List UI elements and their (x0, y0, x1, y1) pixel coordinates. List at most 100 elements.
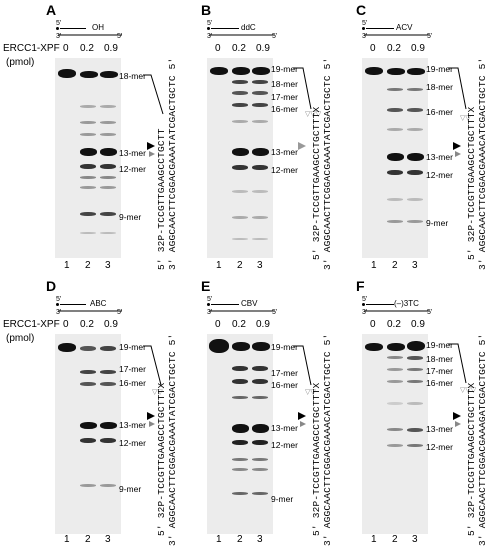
cleavage-arrows-icon: ▽▽▽ (460, 387, 477, 394)
compound-label: CBV (241, 299, 258, 308)
strand-5-label: 5' (272, 309, 278, 316)
compound-label: (–)3TC (394, 299, 419, 308)
marker-label: 16-mer (271, 104, 298, 114)
conc-lane3: 0.9 (411, 43, 425, 54)
lane-number-1: 1 (216, 534, 222, 545)
bracket-line (448, 67, 467, 110)
gel-image (362, 58, 428, 258)
compound-label: ABC (90, 299, 107, 308)
strand-5-label: 5' (207, 20, 213, 27)
marker-label: 9-mer (426, 218, 449, 228)
strand-3-label: 3' (207, 309, 213, 316)
marker-label: 17-mer (271, 92, 298, 102)
marker-label: 16-mer (119, 378, 146, 388)
gel-image (55, 334, 121, 534)
gel-image (207, 58, 273, 258)
lane-number-2: 2 (237, 260, 243, 271)
marker-label: 12-mer (271, 165, 298, 175)
cleavage-arrow-icon (298, 142, 306, 150)
panel-letter: A (46, 2, 57, 18)
bracket-line (143, 345, 162, 386)
strand-5-label: 5' (362, 296, 368, 303)
lane-number-1: 1 (371, 534, 377, 545)
marker-label: 17-mer (426, 366, 453, 376)
cleavage-arrow-icon (453, 412, 461, 420)
enzyme-label: ERCC1-XPF (3, 43, 60, 54)
conc-lane1: 0 (215, 319, 221, 330)
strand-3-label: 3' (56, 33, 62, 40)
cleavage-arrow-icon (147, 142, 155, 150)
panel-b: B 5' 5' 3' ddC 0 0.2 0.9 19-mer 18-mer 1… (155, 0, 333, 272)
cleavage-arrows-icon: ▽▽ (460, 115, 471, 122)
strand-5-label: 5' (117, 309, 123, 316)
enzyme-label: ERCC1-XPF (3, 319, 60, 330)
panel-letter: C (356, 2, 367, 18)
conc-lane1: 0 (215, 43, 221, 54)
top-strand-sequence: 5' 32P-TCCGTTGAAGCCTGCTTTX (466, 106, 477, 260)
bottom-strand-sequence: 3' AGGCAACTTCGGACGAAACATCGACTGCTC 5' (477, 57, 487, 270)
panel-e: E 5' 5' 3' CBV 0 0.2 0.9 19-mer 17-mer 1… (155, 276, 333, 548)
lane-number-2: 2 (237, 534, 243, 545)
marker-label: 13-mer (119, 420, 146, 430)
panel-letter: F (356, 278, 365, 294)
duplex-schematic (207, 303, 275, 312)
marker-label: 19-mer (119, 342, 146, 352)
strand-5-label: 5' (272, 33, 278, 40)
bracket-line (448, 343, 467, 384)
lane-number-2: 2 (392, 260, 398, 271)
marker-label: 13-mer (271, 423, 298, 433)
cleavage-arrow-open-icon (455, 421, 461, 427)
cleavage-arrow-open-icon (149, 151, 155, 157)
bracket-line (293, 67, 312, 110)
marker-label: 12-mer (119, 438, 146, 448)
conc-lane2: 0.2 (232, 319, 246, 330)
panel-letter: D (46, 278, 57, 294)
strand-5-label: 5' (427, 309, 433, 316)
lane-number-3: 3 (412, 534, 418, 545)
strand-5-label: 5' (56, 296, 62, 303)
marker-label: 13-mer (119, 148, 146, 158)
lane-number-2: 2 (392, 534, 398, 545)
strand-3-label: 3' (362, 309, 368, 316)
cleavage-arrow-open-icon (149, 421, 155, 427)
compound-label: ACV (396, 23, 413, 32)
conc-lane3: 0.9 (104, 43, 118, 54)
strand-5-label: 5' (56, 20, 62, 27)
lane-number-3: 3 (105, 260, 111, 271)
marker-label: 12-mer (271, 440, 298, 450)
cleavage-arrow-open-icon (455, 151, 461, 157)
marker-label: 16-mer (426, 107, 453, 117)
panel-d: D 5' 5' 3' ABC ERCC1-XPF (pmol) 0 0.2 0.… (0, 276, 178, 548)
cleavage-arrow-open-icon (300, 421, 306, 427)
cleavage-arrows-icon: ▽▽ (305, 389, 316, 396)
cleavage-arrows-icon: ▽▽ (152, 389, 163, 396)
marker-label: 19-mer (271, 342, 298, 352)
panel-letter: B (201, 2, 212, 18)
strand-5-label: 5' (362, 20, 368, 27)
conc-lane2: 0.2 (232, 43, 246, 54)
lane-number-3: 3 (257, 534, 263, 545)
top-strand-sequence: 5' 32P-TCCGTTGAAGCCTGCTTTX (466, 382, 477, 536)
cleavage-arrow-icon (147, 412, 155, 420)
conc-lane1: 0 (63, 43, 69, 54)
duplex-schematic (56, 303, 122, 312)
marker-label: 18-mer (271, 79, 298, 89)
lane-number-1: 1 (64, 534, 70, 545)
cleavage-arrows-icon: ▽▽▽ (305, 111, 322, 118)
conc-lane1: 0 (370, 43, 376, 54)
gel-image (362, 334, 428, 534)
conc-lane2: 0.2 (387, 319, 401, 330)
lane-number-3: 3 (412, 260, 418, 271)
lane-number-3: 3 (105, 534, 111, 545)
pmol-label: (pmol) (6, 57, 35, 68)
bracket-line (143, 74, 164, 115)
panel-a: A 5' 5' 3' OH ERCC1-XPF (pmol) 0 0.2 0.9… (0, 0, 178, 272)
conc-lane3: 0.9 (256, 319, 270, 330)
gel-image (55, 58, 121, 258)
bottom-strand-sequence: 3' AGGCAACTTCGGACGAAAGATCGACTGCTC 5' (477, 333, 487, 546)
bracket-line (293, 345, 312, 386)
conc-lane3: 0.9 (411, 319, 425, 330)
pmol-label: (pmol) (6, 333, 35, 344)
panel-c: C 5' 5' 3' ACV 0 0.2 0.9 19-mer 18-mer 1… (310, 0, 487, 272)
marker-label: 19-mer (271, 64, 298, 74)
